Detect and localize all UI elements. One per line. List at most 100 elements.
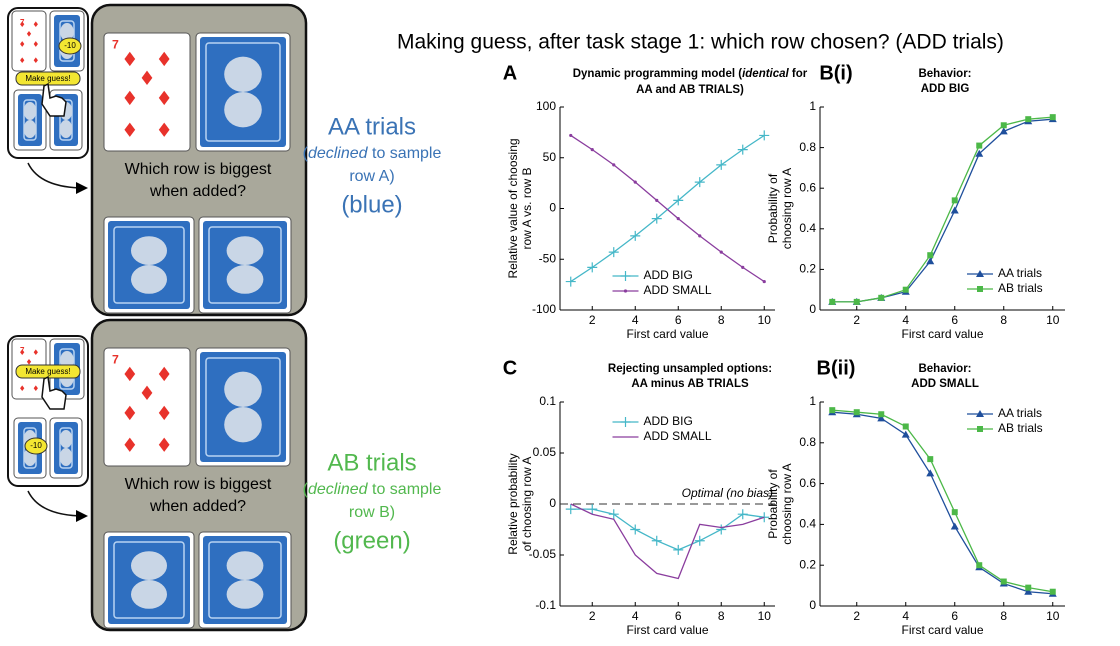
diamond: [158, 51, 170, 67]
marker: [698, 234, 702, 238]
y-tick-label: 0.6: [799, 180, 816, 194]
penalty: -10: [64, 41, 76, 50]
y-tick-label: 100: [536, 99, 556, 113]
marker: [1025, 116, 1032, 123]
x-tick-label: 8: [718, 609, 725, 623]
marker: [673, 195, 684, 206]
x-tick-label: 8: [1000, 313, 1007, 327]
guess-button-label: Make guess!: [25, 74, 70, 83]
marker: [623, 289, 628, 293]
y-axis-label: choosing row A: [780, 168, 794, 249]
marker: [926, 469, 935, 477]
legend-label: ADD SMALL: [644, 429, 712, 443]
card-back-pattern: [200, 352, 286, 462]
marker: [1000, 122, 1007, 129]
chart-panel: C Rejecting unsampled options: AA minus AB…: [503, 357, 775, 637]
marker: [976, 562, 983, 569]
marker: [651, 535, 662, 546]
card-back-figure: [131, 551, 167, 580]
legend-label: AA trials: [998, 266, 1042, 280]
chart-title: AA minus AB TRIALS: [631, 378, 749, 390]
card-back-figure: [23, 120, 37, 138]
condition-note: (declined to sample: [303, 481, 442, 498]
card-back-figure: [224, 371, 262, 407]
card-back-figure: [226, 551, 264, 580]
card-back-inner: [205, 357, 281, 457]
hand-cursor: [41, 375, 67, 410]
y-axis-label: row A vs. row B: [520, 167, 534, 249]
marker: [950, 206, 959, 214]
marker: [737, 509, 748, 520]
marker: [878, 294, 885, 301]
card-rank: 7: [112, 37, 119, 51]
chart-title: Behavior:: [918, 363, 971, 375]
x-tick-label: 8: [1000, 609, 1007, 623]
penalty: -10: [30, 441, 42, 450]
chart-title-part: identical: [742, 68, 789, 80]
y-tick-label: 0.4: [799, 517, 816, 531]
condition-note-part: (: [303, 145, 309, 162]
marker: [620, 417, 631, 427]
card-face: [11, 10, 47, 72]
x-tick-label: 2: [853, 313, 860, 327]
marker: [1049, 114, 1056, 121]
marker: [902, 286, 909, 293]
condition-note-part: (: [303, 481, 309, 498]
card-back-figure: [131, 580, 167, 609]
card-back-inner: [59, 99, 73, 141]
marker: [950, 522, 959, 530]
diamond: [20, 41, 25, 47]
diamond: [141, 70, 153, 86]
marker: [587, 262, 598, 273]
y-tick-label: 0.2: [799, 557, 816, 571]
marker: [762, 279, 766, 284]
card-back-figure: [226, 236, 264, 265]
figure-title: Making guess, after task stage 1: which …: [397, 31, 1004, 54]
card-back-inner: [59, 427, 73, 469]
card-rank: 7: [112, 352, 119, 366]
x-axis-label: First card value: [626, 623, 708, 637]
marker: [951, 509, 958, 516]
diamond: [33, 349, 38, 356]
legend-label: AB trials: [998, 281, 1043, 295]
marker: [694, 535, 705, 546]
marker: [569, 133, 573, 138]
marker: [608, 509, 619, 520]
diamond: [20, 21, 25, 28]
x-axis-label: First card value: [626, 327, 708, 341]
series-line: [570, 134, 765, 283]
illustration: 7 Which row is biggest when added? 7 -10 Make…: [7, 3, 442, 632]
panel-label: B(ii): [817, 357, 856, 379]
marker: [655, 198, 659, 202]
chart-title: Rejecting unsampled options:: [608, 363, 772, 375]
y-tick-label: 0.8: [799, 140, 816, 154]
marker: [716, 159, 727, 170]
x-tick-label: 10: [758, 609, 772, 623]
marker: [565, 276, 576, 287]
marker: [741, 265, 745, 269]
marker: [608, 247, 619, 258]
x-tick-label: 4: [902, 313, 909, 327]
condition-color: (blue): [341, 191, 402, 218]
y-axis-label: choosing row A: [780, 463, 794, 544]
y-axis-label: of choosing row A: [520, 457, 534, 552]
arrow: [27, 490, 88, 522]
marker: [975, 149, 984, 157]
marker: [976, 142, 983, 149]
diamond: [158, 366, 170, 382]
condition-name: AB trials: [327, 449, 416, 476]
diamond: [158, 90, 170, 106]
panel-label: B(i): [819, 62, 852, 84]
card-back-figure: [60, 23, 74, 41]
diamond: [33, 21, 38, 28]
marker: [951, 197, 958, 204]
legend-label: AB trials: [998, 421, 1043, 435]
x-tick-label: 4: [902, 609, 909, 623]
marker: [630, 524, 641, 535]
card-back-figure: [224, 56, 262, 92]
card-back-inner: [113, 226, 185, 304]
marker: [1025, 584, 1032, 591]
y-tick-label: 0: [549, 496, 556, 510]
marker: [902, 423, 909, 430]
hand-cursor: [41, 82, 67, 117]
